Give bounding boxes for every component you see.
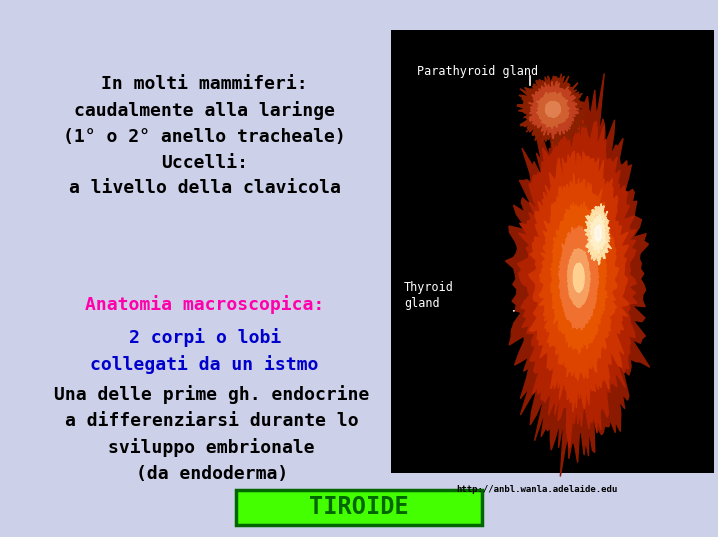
Polygon shape bbox=[559, 226, 599, 330]
Polygon shape bbox=[567, 249, 590, 308]
Polygon shape bbox=[528, 151, 629, 412]
Polygon shape bbox=[573, 263, 584, 293]
FancyBboxPatch shape bbox=[236, 490, 482, 525]
Polygon shape bbox=[536, 92, 570, 128]
Polygon shape bbox=[594, 224, 602, 243]
Polygon shape bbox=[518, 120, 637, 448]
Text: Parathyroid gland: Parathyroid gland bbox=[417, 65, 538, 78]
Polygon shape bbox=[528, 81, 579, 139]
Polygon shape bbox=[539, 173, 618, 380]
Text: Una delle prime gh. endocrine
a differenziarsi durante lo
sviluppo embrionale
(d: Una delle prime gh. endocrine a differen… bbox=[54, 385, 370, 483]
Text: http://anbl.wanla.adelaide.edu: http://anbl.wanla.adelaide.edu bbox=[456, 484, 617, 494]
Text: In molti mammiferi:
caudalmente alla laringe
(1° o 2° anello tracheale)
Uccelli:: In molti mammiferi: caudalmente alla lar… bbox=[63, 75, 346, 197]
Text: Thyroid
gland: Thyroid gland bbox=[404, 281, 454, 310]
Polygon shape bbox=[505, 74, 650, 476]
Polygon shape bbox=[546, 101, 561, 118]
Polygon shape bbox=[550, 201, 607, 353]
Polygon shape bbox=[585, 204, 612, 265]
Text: Anatomia macroscopica:: Anatomia macroscopica: bbox=[85, 295, 325, 314]
Polygon shape bbox=[589, 215, 607, 253]
Text: 2 corpi o lobi
collegati da un istmo: 2 corpi o lobi collegati da un istmo bbox=[90, 328, 319, 374]
Polygon shape bbox=[517, 74, 588, 147]
Text: TIROIDE: TIROIDE bbox=[309, 496, 409, 519]
Bar bbox=[391, 30, 714, 473]
